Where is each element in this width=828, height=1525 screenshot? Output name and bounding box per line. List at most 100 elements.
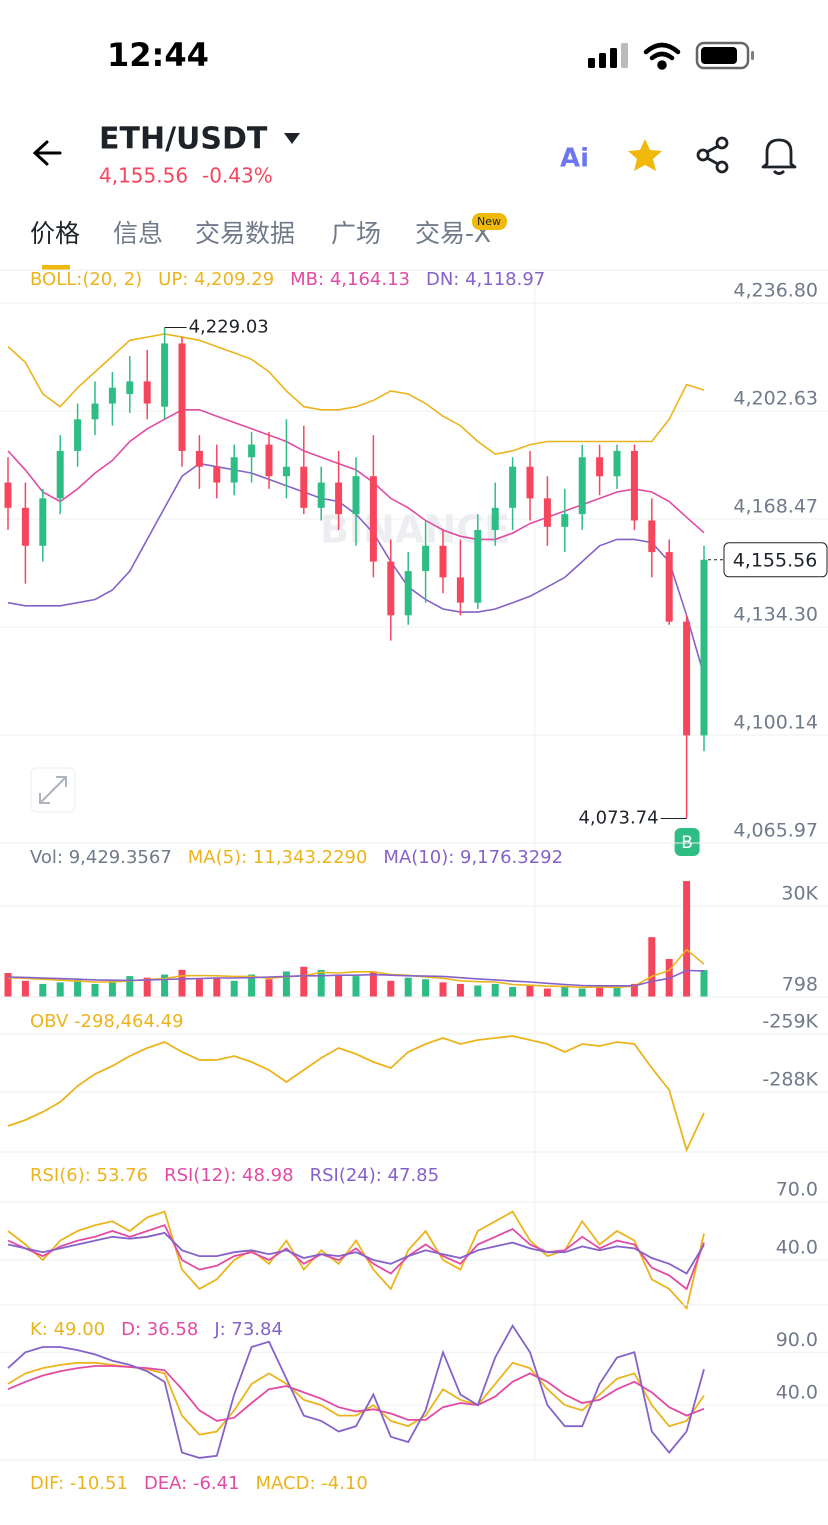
ma-line: [7, 969, 705, 987]
volume-bar: [648, 937, 656, 997]
y-tick-label: 70.0: [776, 1178, 818, 1200]
legend-item: RSI(6): 53.76: [30, 1165, 148, 1186]
candle-body: [213, 466, 221, 483]
y-tick-label: -259K: [762, 1011, 818, 1033]
candle-body: [74, 419, 82, 451]
candle-body: [161, 343, 169, 407]
tab[interactable]: 交易数据: [195, 219, 295, 248]
legend-item: DIF: -10.51: [30, 1473, 128, 1494]
volume-bar: [91, 983, 99, 997]
candle-body: [613, 450, 621, 477]
legend-item: BOLL:(20, 2): [30, 269, 142, 290]
candle-body: [387, 561, 395, 616]
indicator-line: [7, 1210, 705, 1311]
volume-bar: [56, 982, 64, 997]
volume-bar: [509, 987, 517, 997]
ai-button[interactable]: Ai: [560, 144, 589, 174]
legend-item: D: 36.58: [121, 1319, 198, 1340]
y-tick-label: 4,168.47: [733, 495, 818, 517]
candle-body: [543, 498, 551, 527]
candle-body: [265, 444, 273, 477]
y-tick-label: 4,202.63: [733, 388, 818, 410]
volume-bar: [39, 983, 47, 997]
candle-body: [126, 381, 134, 395]
tab[interactable]: 信息: [113, 219, 163, 248]
candle-body: [352, 476, 360, 515]
candle-body: [56, 450, 64, 499]
y-tick-label: 798: [782, 974, 818, 996]
last-price-box: [723, 542, 828, 578]
volume-bar: [230, 980, 238, 997]
high-label: 4,229.03: [189, 317, 269, 338]
volume-bar: [369, 971, 377, 997]
volume-bar: [126, 976, 134, 997]
expand-icon: [39, 776, 67, 804]
volume-bar: [630, 983, 638, 997]
candle-body: [700, 559, 708, 736]
volume-bar: [161, 974, 169, 997]
volume-bar: [178, 969, 186, 997]
price: 4,155.56: [99, 164, 188, 188]
y-tick-label: -288K: [762, 1069, 818, 1091]
candle-body: [404, 571, 412, 616]
volume-bar: [456, 983, 464, 997]
legend-item: MA(10): 9,176.3292: [383, 847, 563, 868]
candle-body: [282, 466, 290, 477]
charts: BOLL:(20, 2) UP: 4,209.29 MB: 4,164.13 DN: …: [0, 269, 828, 1494]
volume-bar: [21, 980, 29, 997]
pair-dropdown[interactable]: [284, 133, 300, 144]
candle-body: [335, 482, 343, 515]
volume-bar: [404, 977, 412, 997]
legend-item: DN: 4,118.97: [426, 269, 545, 290]
share-button[interactable]: [696, 136, 729, 174]
low-label: 4,073.74: [578, 807, 658, 828]
legend-item: RSI(12): 48.98: [164, 1165, 294, 1186]
candle-body: [439, 545, 447, 578]
favorite-button[interactable]: [628, 139, 662, 171]
alert-button[interactable]: [761, 138, 797, 175]
volume-bar: [526, 985, 534, 997]
y-tick-label: 4,100.14: [733, 711, 818, 733]
indicator-line: [7, 1361, 705, 1436]
volume-bar: [422, 979, 430, 997]
legend-item: K: 49.00: [30, 1319, 105, 1340]
volume-bar: [282, 971, 290, 997]
boll-line: [7, 333, 705, 455]
candle-body: [596, 457, 604, 477]
volume-bar: [561, 987, 569, 997]
y-tick-label: 4,134.30: [733, 604, 818, 626]
volume-bar: [74, 979, 82, 997]
battery-icon: [695, 41, 754, 70]
candle-body: [369, 476, 377, 562]
volume-bar: [543, 988, 551, 997]
volume-bar: [491, 983, 499, 997]
y-tick-label: 40.0: [776, 1236, 818, 1258]
y-tick-label: 4,065.97: [733, 820, 818, 842]
legend-item: MB: 4,164.13: [290, 269, 410, 290]
tab[interactable]: 广场: [331, 219, 381, 248]
candle-body: [178, 343, 186, 451]
watermark: BINANCE: [320, 508, 510, 552]
candle-body: [509, 466, 517, 508]
indicator-line: [7, 1231, 705, 1275]
back-button[interactable]: [32, 140, 62, 166]
volume-bar: [248, 974, 256, 997]
legend-item: MA(5): 11,343.2290: [188, 847, 368, 868]
volume-bar: [195, 979, 203, 997]
volume-bar: [700, 970, 708, 997]
candle-body: [630, 450, 638, 521]
volume-bar: [108, 980, 116, 997]
candle-body: [39, 498, 47, 546]
candle-body: [491, 507, 499, 530]
pair-title[interactable]: ETH/USDT: [99, 122, 268, 157]
tab[interactable]: 价格: [30, 219, 80, 248]
candle-body: [578, 457, 586, 515]
tab-indicator: [42, 265, 70, 270]
candle-body: [683, 621, 691, 736]
legend-item: Vol: 9,429.3567: [30, 847, 172, 868]
candle-body: [648, 520, 656, 553]
candle-body: [4, 482, 12, 508]
candle-body: [91, 403, 99, 420]
